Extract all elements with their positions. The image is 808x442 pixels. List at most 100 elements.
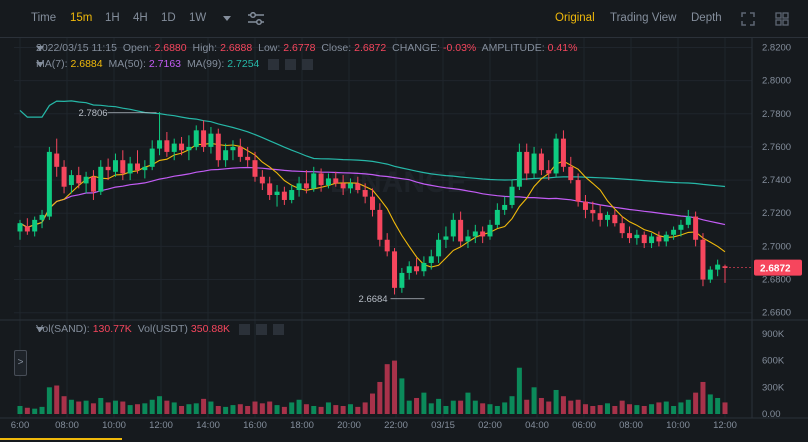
candle-body — [24, 226, 30, 232]
volume-bar — [120, 401, 126, 414]
volume-bar — [384, 364, 390, 414]
candle-body — [252, 160, 258, 177]
volume-bar — [186, 404, 192, 414]
timeframe-time[interactable]: Time — [31, 12, 57, 24]
volume-bar — [406, 400, 412, 414]
volume-bar — [98, 397, 104, 414]
candle-body — [619, 223, 625, 234]
volume-bar — [700, 381, 706, 414]
candle-body — [39, 214, 45, 220]
vol-close-button[interactable] — [272, 323, 284, 335]
volume-bar — [553, 389, 559, 414]
ma-close-button[interactable] — [302, 58, 314, 70]
view-trading-view[interactable]: Trading View — [610, 12, 677, 24]
candle-body — [303, 183, 309, 189]
candle-body — [98, 166, 104, 192]
ohlc-collapse-icon[interactable] — [36, 46, 44, 51]
candle-body — [487, 224, 493, 237]
view-depth[interactable]: Depth — [691, 12, 722, 24]
volume-bar — [347, 404, 353, 414]
timeframe-1h[interactable]: 1H — [105, 12, 120, 24]
candle-body — [414, 266, 420, 272]
low-annotation-label: 2.6684 — [359, 294, 388, 305]
candle-body — [671, 229, 677, 235]
time-tick-label: 16:00 — [243, 420, 267, 431]
volume-bar — [171, 402, 177, 414]
low-value: 2.6778 — [283, 42, 316, 54]
ma50-value: 2.7163 — [148, 58, 182, 70]
candle-body — [208, 133, 214, 147]
volume-bar — [656, 402, 662, 414]
candle-body — [516, 151, 522, 187]
vol-settings-button[interactable] — [238, 323, 250, 335]
candle-body — [392, 251, 398, 288]
candle-body — [582, 201, 588, 210]
candle-body — [186, 146, 192, 151]
candle-body — [347, 183, 353, 189]
volume-bar — [355, 406, 361, 414]
volume-bar — [421, 392, 427, 414]
dropdown-arrow-icon[interactable] — [223, 16, 231, 21]
candle-body — [289, 190, 295, 200]
candle-body — [281, 191, 287, 200]
high-label: High: — [192, 42, 218, 54]
candle-body — [693, 216, 699, 240]
candle-body — [634, 234, 640, 239]
price-tick-label: 2.7800 — [762, 109, 791, 120]
candle-body — [333, 178, 339, 184]
volume-collapse-icon[interactable] — [36, 327, 44, 332]
volume-bar — [274, 405, 280, 414]
candle-body — [370, 196, 375, 210]
timeframe-15m[interactable]: 15m — [70, 12, 93, 24]
volume-bar — [538, 397, 544, 414]
timeframe-1w[interactable]: 1W — [189, 12, 207, 24]
grid-layout-icon[interactable] — [775, 12, 789, 26]
candle-body — [538, 153, 544, 171]
ma-settings-button[interactable] — [268, 58, 280, 70]
volume-bar — [450, 400, 456, 414]
candle-body — [46, 151, 52, 217]
vol-usdt-value: 350.88K — [190, 323, 231, 335]
price-tick-label: 2.7400 — [762, 175, 791, 186]
volume-bar — [135, 404, 140, 414]
candle-body — [127, 163, 133, 174]
indicator-settings-icon[interactable] — [247, 12, 265, 26]
side-expand-button[interactable]: > — [14, 350, 27, 376]
time-tick-label: 12:00 — [149, 420, 173, 431]
volume-bar — [215, 405, 221, 414]
vol-hide-button[interactable] — [255, 323, 267, 335]
candle-body — [546, 170, 552, 174]
ma99-label: MA(99): — [186, 58, 225, 70]
volume-bar — [399, 378, 405, 414]
current-price-label: 2.6872 — [760, 264, 791, 275]
candle-body — [700, 239, 706, 280]
candle-body — [685, 216, 691, 225]
candle-body — [76, 175, 82, 184]
price-tick-label: 2.7600 — [762, 142, 791, 153]
volume-bar — [230, 405, 236, 414]
timeframe-4h[interactable]: 4H — [133, 12, 148, 24]
candle-body — [296, 183, 302, 191]
candle-body — [68, 175, 74, 186]
time-tick-label: 6:00 — [11, 420, 30, 431]
candle-body — [54, 153, 60, 167]
volume-bar — [612, 405, 618, 414]
high-annotation-label: 2.7806 — [79, 108, 108, 119]
volume-bar — [472, 400, 478, 414]
fullscreen-icon[interactable] — [741, 12, 755, 26]
ma-hide-button[interactable] — [285, 58, 297, 70]
volume-bar — [333, 405, 339, 414]
candle-body — [61, 166, 67, 187]
volume-bar — [61, 396, 67, 414]
time-tick-label: 08:00 — [55, 420, 79, 431]
candle-body — [171, 143, 177, 152]
volume-bar — [46, 387, 52, 414]
volume-bar — [590, 405, 596, 414]
volume-bar — [296, 399, 302, 414]
volume-bar — [546, 401, 552, 414]
candle-body — [399, 272, 405, 288]
view-original[interactable]: Original — [555, 12, 595, 24]
ma-collapse-icon[interactable] — [36, 62, 44, 67]
timeframe-1d[interactable]: 1D — [161, 12, 176, 24]
